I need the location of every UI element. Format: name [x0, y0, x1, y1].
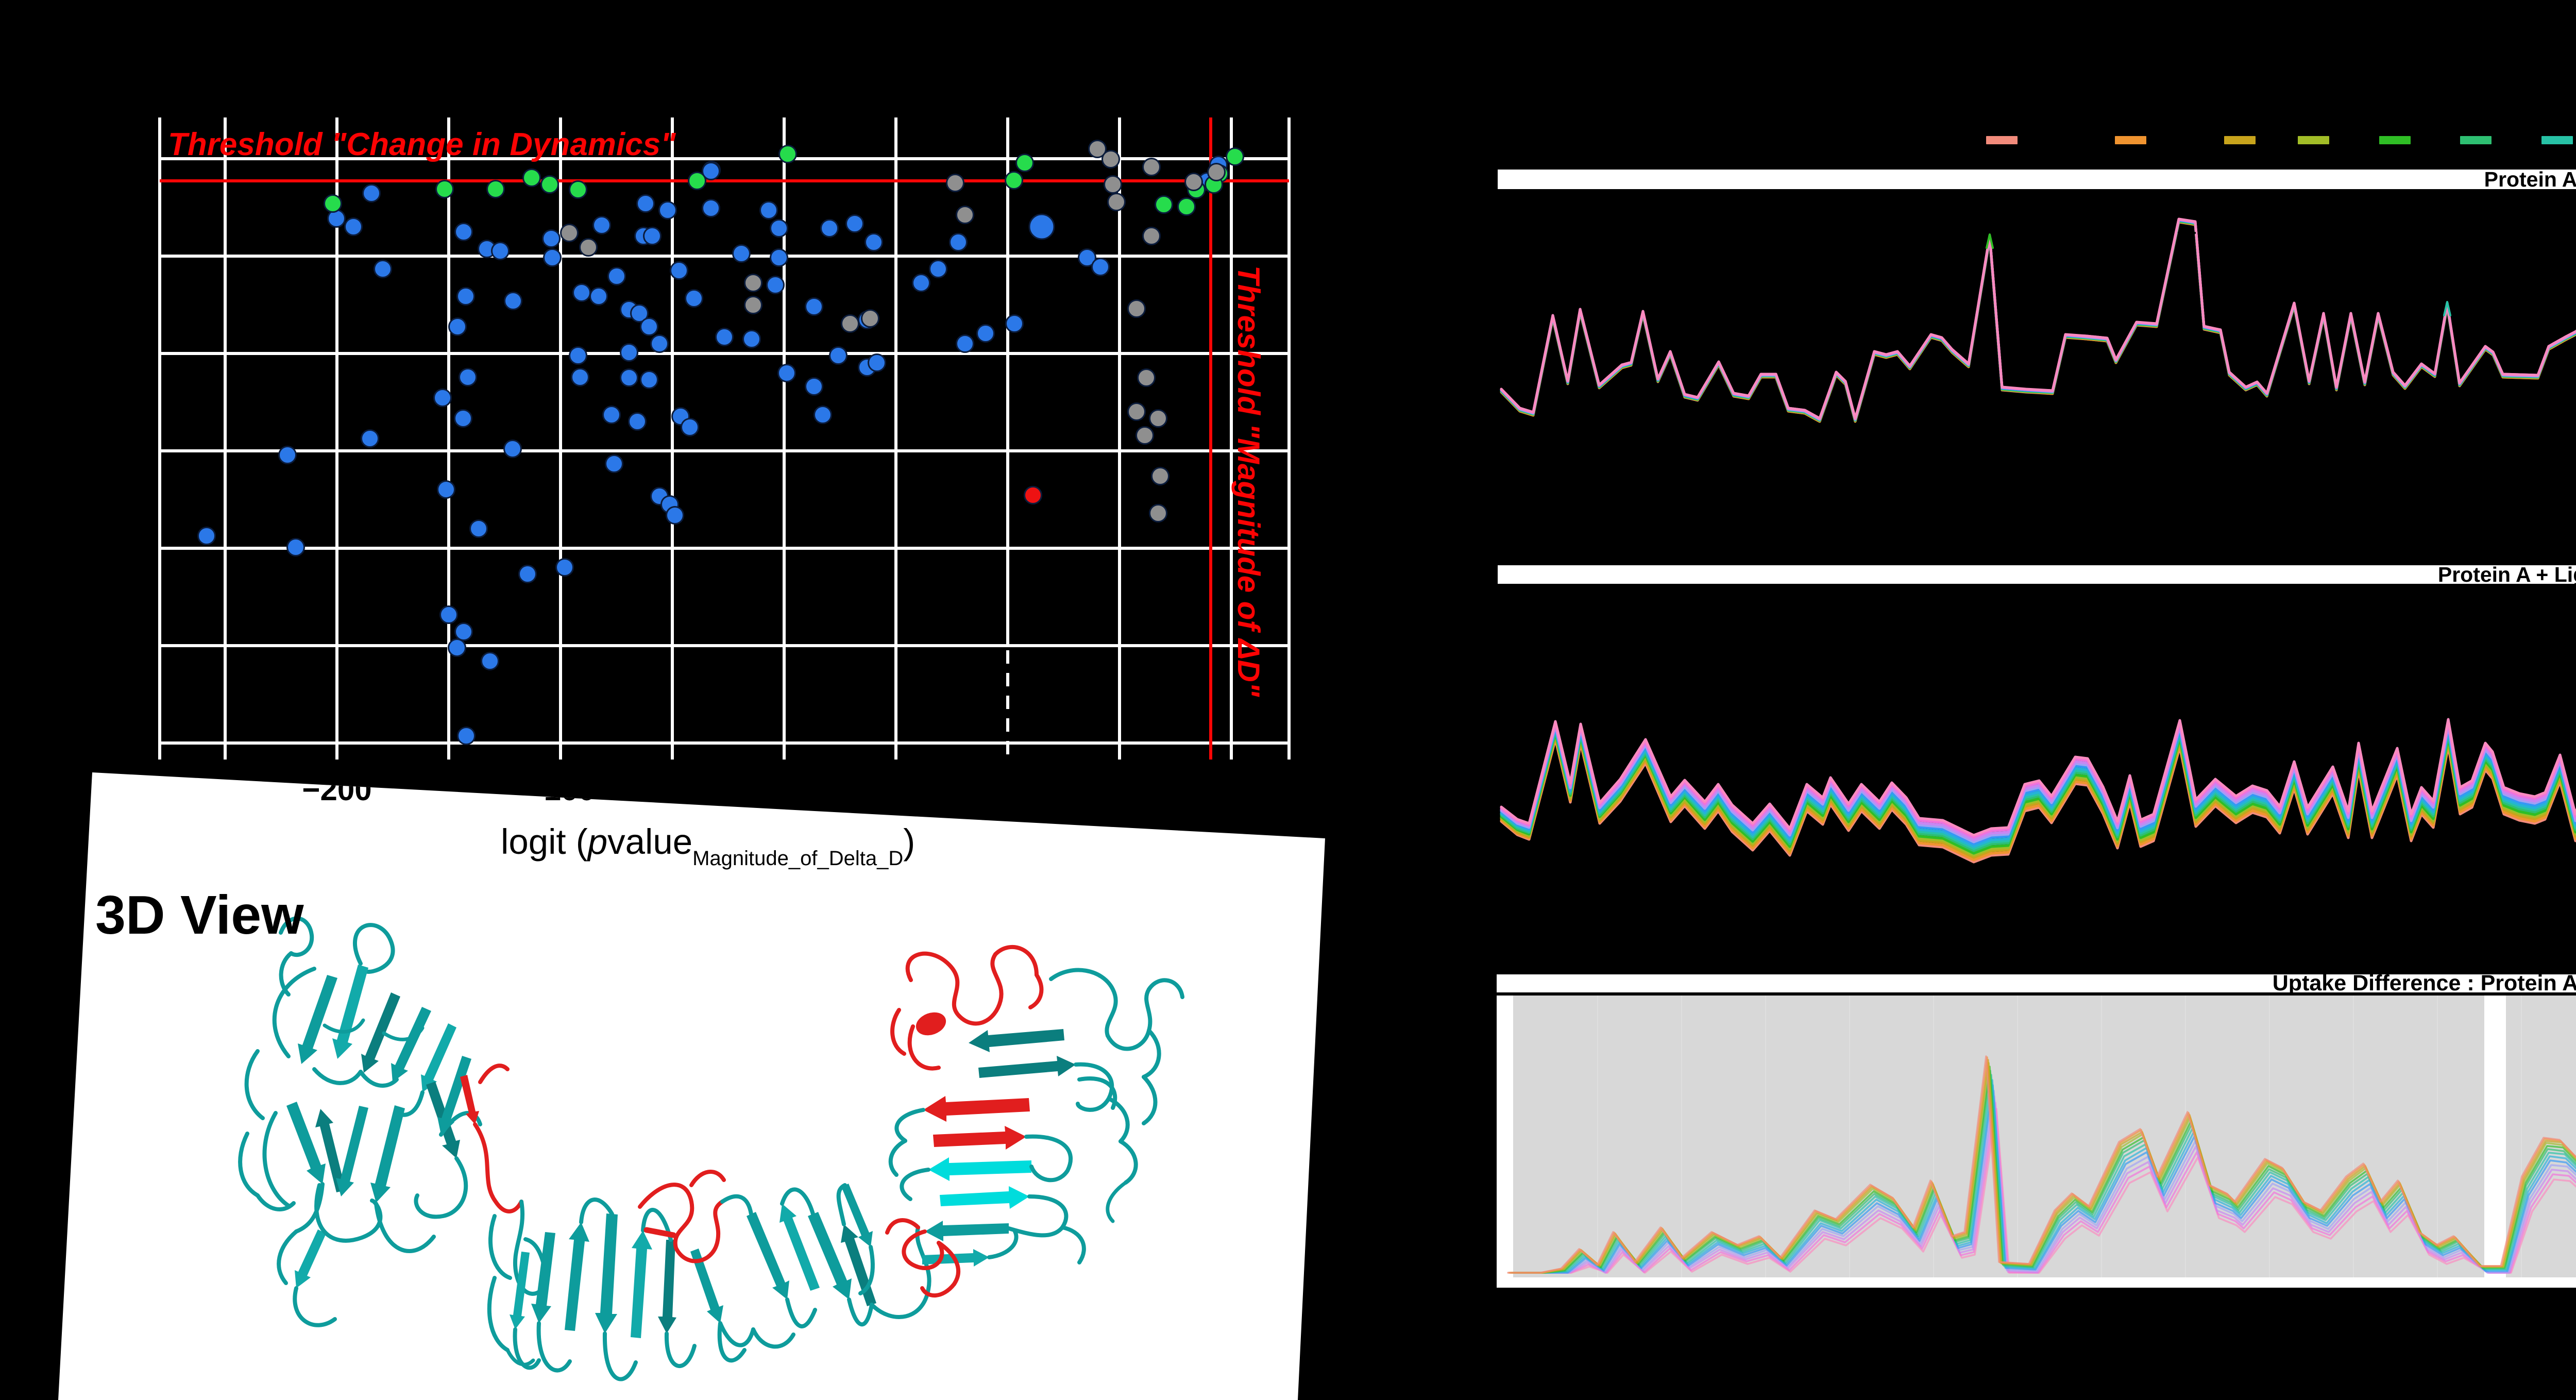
svg-text:3D View: 3D View	[95, 885, 304, 946]
svg-text:Uptake Difference : Protein A: Uptake Difference : Protein A - (Protein…	[2273, 971, 2576, 996]
svg-text:Protein A: Protein A	[2484, 167, 2576, 191]
svg-text:Threshold "Magnitude of ΔD": Threshold "Magnitude of ΔD"	[1231, 265, 1266, 698]
svg-text:Protein A + Ligand: Protein A + Ligand	[2438, 563, 2576, 586]
svg-text:Threshold "Change in Dynamics": Threshold "Change in Dynamics"	[168, 127, 676, 162]
